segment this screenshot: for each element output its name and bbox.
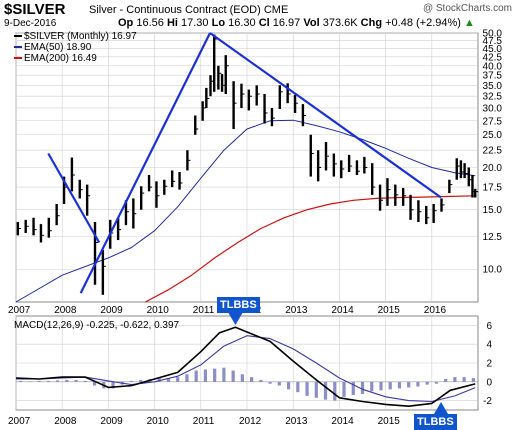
macd-histogram-bar — [287, 382, 290, 390]
price-x-tick-label: 2016 — [424, 305, 447, 316]
macd-x-tick-label: 2014 — [331, 416, 354, 427]
macd-histogram-bar — [139, 380, 142, 382]
macd-y-tick-label: 6 — [486, 321, 492, 332]
macd-y-tick-label: -2 — [483, 396, 492, 407]
macd-histogram-bar — [370, 382, 373, 391]
macd-y-tick-label: 4 — [486, 340, 492, 351]
macd-y-tick-label: 2 — [486, 359, 492, 370]
price-y-tick-label: 27.5 — [483, 116, 503, 127]
price-y-tick-label: 17.5 — [483, 183, 503, 194]
macd-histogram-bar — [342, 382, 345, 397]
macd-histogram-bar — [213, 369, 216, 382]
macd-histogram-bar — [222, 368, 225, 382]
macd-histogram-bar — [444, 379, 447, 382]
legend-ema50: EMA(50) 18.90 — [14, 42, 91, 53]
macd-histogram-bar — [416, 382, 419, 387]
macd-histogram-bar — [65, 380, 68, 382]
price-x-tick-label: 2010 — [147, 305, 170, 316]
price-y-tick-label: 22.5 — [483, 146, 503, 157]
macd-x-tick-label: 2012 — [239, 416, 262, 427]
legend-ema50-swatch — [14, 46, 22, 48]
macd-histogram-bar — [74, 380, 77, 382]
macd-x-tick-label: 2007 — [8, 416, 31, 427]
price-x-tick-label: 2008 — [54, 305, 77, 316]
macd-histogram-bar — [19, 381, 22, 382]
price-y-tick-label: 12.5 — [483, 232, 503, 243]
macd-histogram-bar — [232, 371, 235, 382]
macd-histogram-bar — [361, 382, 364, 394]
macd-histogram-bar — [278, 382, 281, 386]
macd-histogram-bar — [84, 381, 87, 382]
macd-histogram-bar — [453, 377, 456, 382]
macd-histogram-bar — [130, 381, 133, 382]
macd-x-tick-label: 2013 — [285, 416, 308, 427]
legend-ema200-swatch — [14, 57, 22, 59]
macd-x-tick-label: 2010 — [147, 416, 170, 427]
legend-price-swatch — [14, 35, 22, 37]
price-y-tick-label: 20.0 — [483, 163, 503, 174]
price-y-tick-label: 15.0 — [483, 205, 503, 216]
legend-ema200-text: EMA(200) 16.49 — [24, 53, 97, 64]
macd-histogram-bar — [315, 382, 318, 398]
price-y-tick-label: 25.0 — [483, 130, 503, 141]
macd-histogram-bar — [407, 382, 410, 388]
macd-histogram-bar — [47, 381, 50, 382]
price-y-tick-label: 35.0 — [483, 81, 503, 92]
macd-histogram-bar — [195, 371, 198, 382]
legend-price: $SILVER (Monthly) 16.97 — [14, 31, 137, 42]
macd-histogram-bar — [38, 381, 41, 382]
macd-histogram-bar — [56, 380, 59, 381]
macd-x-tick-label: 2015 — [378, 416, 401, 427]
price-y-tick-label: 30.0 — [483, 103, 503, 114]
tlbbs-badge-1: TLBBS — [217, 297, 260, 313]
macd-histogram-bar — [389, 382, 392, 390]
macd-x-tick-label: 2009 — [100, 416, 123, 427]
price-x-tick-label: 2014 — [331, 305, 354, 316]
macd-histogram-bar — [324, 382, 327, 400]
macd-y-tick-label: 0 — [486, 377, 492, 388]
legend-price-text: $SILVER (Monthly) 16.97 — [24, 31, 137, 42]
macd-histogram-bar — [472, 378, 475, 382]
macd-histogram-bar — [305, 382, 308, 396]
macd-histogram-bar — [379, 382, 382, 390]
legend-ema50-text: EMA(50) 18.90 — [24, 42, 91, 53]
macd-histogram-bar — [176, 377, 179, 382]
price-x-tick-label: 2007 — [8, 305, 31, 316]
macd-histogram-bar — [435, 382, 438, 384]
macd-histogram-bar — [259, 380, 262, 382]
price-x-tick-label: 2013 — [285, 305, 308, 316]
macd-histogram-bar — [398, 382, 401, 389]
price-x-tick-label: 2015 — [378, 305, 401, 316]
price-y-tick-label: 10.0 — [483, 265, 503, 276]
macd-x-tick-label: 2011 — [193, 416, 215, 427]
price-y-tick-label: 32.5 — [483, 92, 503, 103]
legend-ema200: EMA(200) 16.49 — [14, 53, 97, 64]
macd-histogram-bar — [241, 374, 244, 382]
macd-histogram-bar — [204, 370, 207, 382]
price-x-tick-label: 2009 — [100, 305, 123, 316]
macd-histogram-bar — [333, 382, 336, 401]
macd-histogram-bar — [185, 374, 188, 382]
tlbbs-badge-2: TLBBS — [414, 414, 457, 430]
macd-histogram-bar — [250, 377, 253, 382]
price-x-tick-label: 2011 — [193, 305, 215, 316]
macd-histogram-bar — [463, 377, 466, 382]
price-y-tick-label: 37.5 — [483, 71, 503, 82]
price-y-tick-label: 50.0 — [483, 29, 503, 40]
macd-histogram-bar — [296, 382, 299, 392]
macd-histogram-bar — [269, 382, 272, 384]
macd-histogram-bar — [426, 382, 429, 385]
macd-label: MACD(12,26,9) -0.225, -0.622, 0.397 — [14, 320, 179, 331]
macd-x-tick-label: 2008 — [54, 416, 77, 427]
